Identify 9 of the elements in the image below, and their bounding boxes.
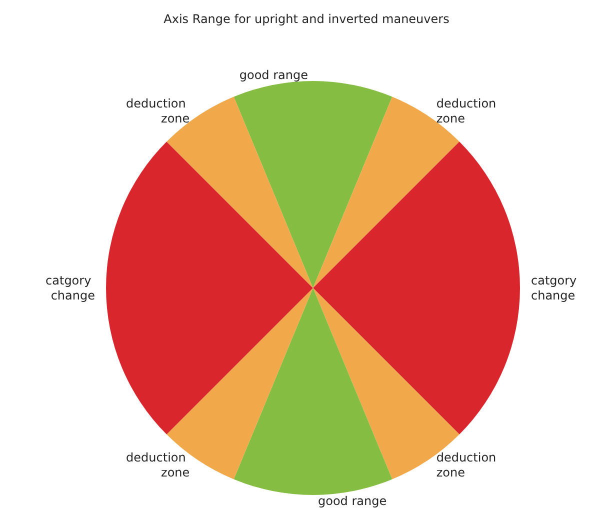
slice-label: deduction zone (126, 450, 190, 480)
slice-label: good range (239, 68, 308, 82)
chart-title: Axis Range for upright and inverted maneuvers (164, 12, 450, 26)
slice-label: deduction zone (126, 96, 190, 126)
slice-label: catgory change (46, 274, 95, 302)
slice-label: deduction zone (436, 450, 500, 480)
slice-label: deduction zone (436, 96, 500, 126)
slice-label: catgory change (531, 274, 580, 302)
slice-label: good range (318, 494, 387, 508)
